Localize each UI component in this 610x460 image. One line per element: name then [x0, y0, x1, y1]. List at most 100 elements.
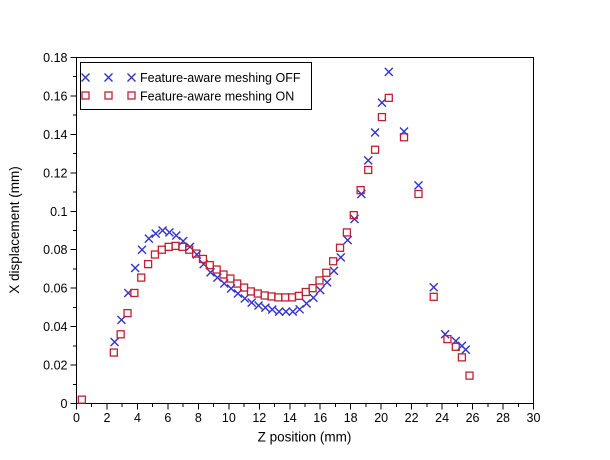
data-point-x-marker — [254, 300, 264, 310]
data-point-x-marker — [144, 234, 154, 244]
data-point-square-marker — [150, 250, 160, 259]
x-axis-tick-label: 6 — [164, 411, 171, 425]
data-point-x-marker — [247, 298, 257, 308]
data-point-x-marker — [130, 263, 140, 273]
data-point-x-marker — [260, 303, 270, 313]
data-point-square-marker — [335, 243, 345, 252]
y-axis-tick-label: 0.08 — [43, 243, 67, 257]
data-point-square-marker — [274, 293, 283, 302]
data-point-square-marker — [301, 287, 310, 297]
x-axis-tick-label: 18 — [344, 411, 358, 425]
data-point-x-marker — [440, 329, 450, 339]
data-point-square-marker — [294, 291, 304, 301]
x-axis-tick-label: 16 — [313, 411, 327, 425]
data-point-square-marker — [233, 279, 242, 288]
y-axis-tick-label: 0.02 — [43, 359, 67, 373]
data-point-x-marker — [240, 294, 250, 304]
x-axis-tick-label: 20 — [374, 411, 388, 425]
data-point-square-marker — [157, 245, 166, 254]
x-axis-tick-label: 30 — [527, 411, 541, 425]
data-point-square-marker — [465, 371, 474, 380]
data-point-square-marker — [130, 288, 139, 298]
data-point-square-marker — [287, 293, 297, 302]
data-point-x-marker — [164, 227, 174, 237]
y-axis-title: X displacement (mm) — [7, 166, 22, 294]
data-point-x-marker — [329, 266, 339, 276]
axis-ticks: 0 2 4 6 8 10 12 14 16 18 20 22 24 26 28 3000.020.040.06… — [43, 51, 540, 425]
data-point-square-marker — [356, 185, 365, 195]
data-point-square-marker — [370, 145, 380, 154]
data-point-x-marker — [461, 345, 471, 355]
data-point-square-marker — [212, 265, 221, 274]
x-axis-tick-label: 24 — [435, 411, 449, 425]
data-point-x-marker — [384, 67, 394, 77]
data-point-x-marker — [413, 180, 423, 190]
data-point-x-marker — [336, 252, 346, 262]
x-axis-title: Z position (mm) — [258, 430, 352, 445]
data-point-square-marker — [364, 165, 373, 175]
data-point-x-marker — [302, 299, 312, 309]
data-point-x-marker — [363, 155, 373, 165]
y-axis-tick-label: 0.16 — [43, 89, 67, 103]
data-point-square-marker — [384, 93, 393, 103]
data-point-square-marker — [260, 291, 269, 300]
data-point-x-marker — [429, 282, 439, 292]
legend: Feature-aware meshing OFF Feature-aware … — [80, 62, 312, 110]
legend-marker-x-icon — [127, 73, 136, 82]
data-point-x-marker — [274, 307, 284, 317]
y-axis-tick-label: 0.14 — [43, 128, 67, 142]
legend-marker-x-icon — [104, 73, 113, 82]
legend-marker-square-icon — [104, 91, 113, 100]
x-axis-tick-label: 14 — [283, 411, 297, 425]
data-point-square-marker — [226, 274, 235, 283]
data-point-x-marker — [110, 337, 120, 347]
data-points — [77, 67, 474, 404]
series-off — [110, 67, 471, 355]
data-point-x-marker — [267, 305, 277, 314]
x-axis-tick-label: 8 — [195, 411, 202, 425]
x-axis-tick-label: 26 — [466, 411, 480, 425]
x-axis-tick-label: 2 — [103, 411, 110, 425]
data-point-square-marker — [116, 330, 125, 339]
data-point-square-marker — [342, 228, 352, 237]
data-point-square-marker — [281, 293, 290, 302]
legend-border — [80, 62, 312, 110]
data-point-x-marker — [308, 293, 318, 303]
legend-marker-square-icon — [127, 91, 136, 100]
x-axis-tick-label: 4 — [134, 411, 141, 425]
y-axis-tick-label: 0.06 — [43, 282, 67, 296]
data-point-square-marker — [308, 284, 317, 293]
data-point-x-marker — [158, 226, 168, 235]
data-point-square-marker — [322, 268, 331, 277]
data-point-square-marker — [77, 395, 86, 404]
data-point-x-marker — [171, 231, 181, 240]
y-axis-tick-label: 0.18 — [43, 51, 67, 65]
data-point-square-marker — [315, 276, 324, 285]
data-point-square-marker — [429, 292, 438, 301]
data-point-square-marker — [198, 254, 208, 264]
data-point-x-marker — [151, 229, 161, 239]
data-point-square-marker — [164, 242, 173, 251]
y-axis-tick-label: 0.04 — [43, 320, 67, 334]
data-point-x-marker — [295, 304, 305, 314]
data-point-x-marker — [377, 98, 387, 108]
legend-label-off: Feature-aware meshing OFF — [140, 71, 301, 85]
y-axis-tick-label: 0.12 — [43, 166, 67, 180]
data-point-x-marker — [322, 277, 332, 287]
data-point-square-marker — [267, 292, 276, 301]
series-on — [77, 93, 474, 404]
data-point-x-marker — [343, 235, 353, 245]
legend-marker-x-icon — [81, 73, 90, 82]
legend-label-on: Feature-aware meshing ON — [140, 90, 294, 104]
y-axis-tick-label: 0 — [61, 397, 68, 411]
data-point-square-marker — [143, 259, 153, 269]
data-point-square-marker — [451, 342, 460, 351]
data-point-x-marker — [288, 307, 298, 317]
data-point-square-marker — [171, 241, 180, 251]
x-axis-tick-label: 0 — [73, 411, 80, 425]
data-point-square-marker — [109, 348, 118, 357]
x-axis-tick-label: 10 — [222, 411, 236, 425]
data-point-x-marker — [281, 307, 291, 317]
